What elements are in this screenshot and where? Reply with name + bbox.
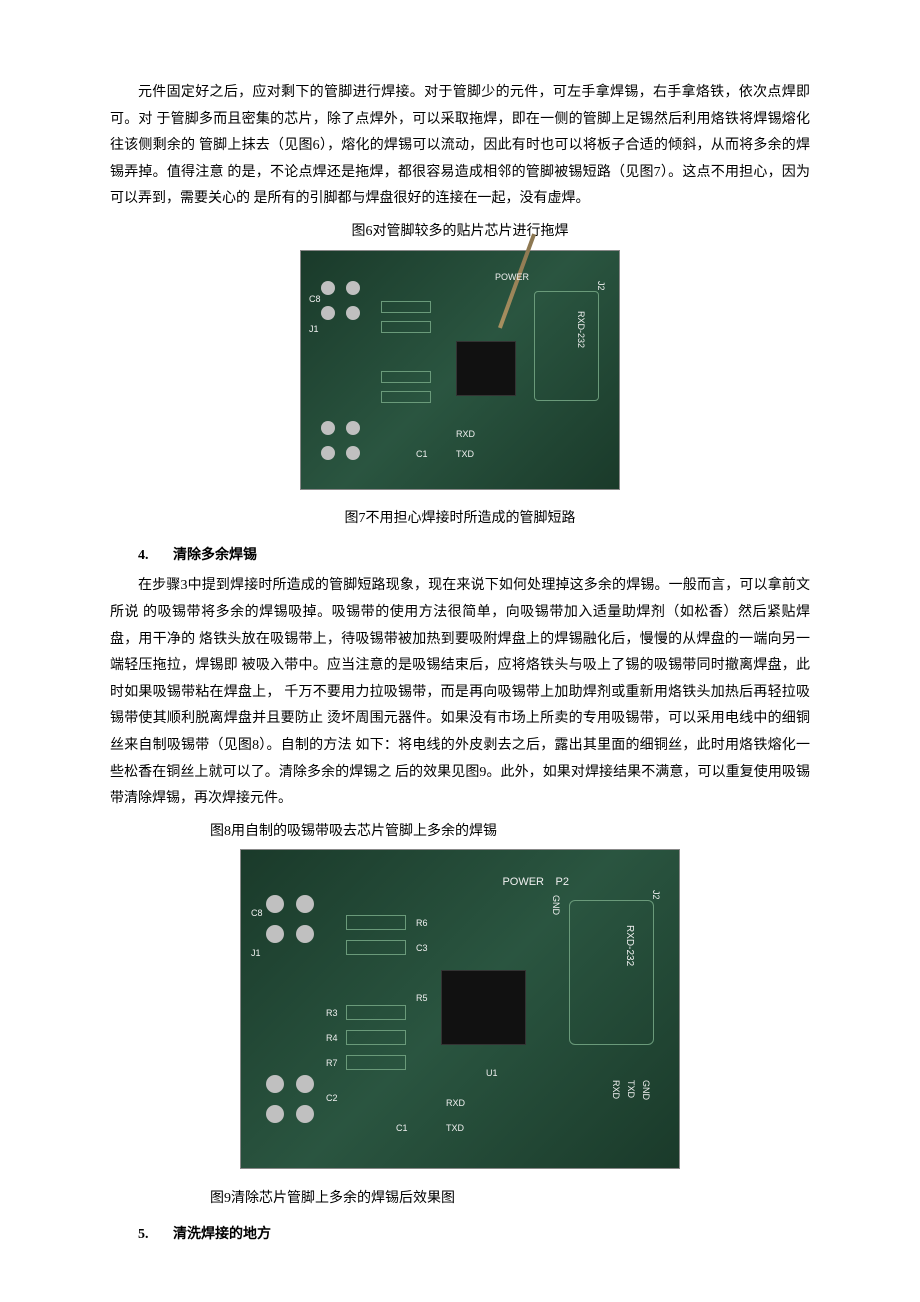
section-5-num: 5.	[138, 1222, 149, 1249]
pcb-photo-small: POWER C8 J1 C1 RXD TXD RXD-232 J2	[300, 250, 620, 490]
pcb-label-r5: R5	[416, 990, 428, 1007]
figure-6-7-image: POWER C8 J1 C1 RXD TXD RXD-232 J2	[110, 250, 810, 501]
pcb-label-j2: J2	[647, 890, 664, 900]
pcb-pad	[321, 446, 335, 460]
pcb-pad	[266, 895, 284, 913]
pcb-pad	[321, 421, 335, 435]
pcb-photo-large: POWER P2 C8 J1 R6 C3 R5 R3 R4 R7 C2 C1 U…	[240, 849, 680, 1169]
caption-fig7: 图7不用担心焊接时所造成的管脚短路	[110, 506, 810, 533]
caption-fig6: 图6对管脚较多的贴片芯片进行拖焊	[110, 219, 810, 246]
pcb-label-gnd2: GND	[637, 1080, 654, 1100]
caption-fig9: 图9清除芯片管脚上多余的焊锡后效果图	[110, 1186, 810, 1213]
pcb-label-txd: TXD	[456, 446, 474, 463]
pcb-component	[381, 301, 431, 313]
pcb-pad	[266, 925, 284, 943]
pcb-pad	[266, 1075, 284, 1093]
pcb-connector	[569, 900, 654, 1045]
pcb-pad	[296, 1075, 314, 1093]
pcb-pad	[296, 925, 314, 943]
pcb-label-r3: R3	[326, 1005, 338, 1022]
pcb-label-gnd: GND	[547, 895, 564, 915]
pcb-pad	[346, 421, 360, 435]
pcb-label-power: POWER	[502, 872, 544, 893]
pcb-chip-main	[441, 970, 526, 1045]
pcb-chip-main	[456, 341, 516, 396]
section-4-title: 清除多余焊锡	[173, 548, 257, 563]
pcb-label-rxd232: RXD-232	[620, 925, 639, 966]
section-5-title: 清洗焊接的地方	[173, 1227, 271, 1242]
section-4-num: 4.	[138, 543, 149, 570]
pcb-label-txd: TXD	[446, 1120, 464, 1137]
pcb-label-c2: C2	[326, 1090, 338, 1107]
pcb-pad	[296, 1105, 314, 1123]
paragraph-2: 在步骤3中提到焊接时所造成的管脚短路现象，现在来说下如何处理掉这多余的焊锡。一般…	[110, 573, 810, 812]
pcb-pad	[346, 306, 360, 320]
pcb-label-j1: J1	[309, 321, 319, 338]
pcb-label-r4: R4	[326, 1030, 338, 1047]
section-4-heading: 4. 清除多余焊锡	[110, 543, 810, 570]
pcb-label-c8: C8	[251, 905, 263, 922]
pcb-label-u1: U1	[486, 1065, 498, 1082]
pcb-label-r6: R6	[416, 915, 428, 932]
pcb-component	[346, 915, 406, 930]
pcb-label-p2: P2	[556, 872, 569, 893]
pcb-connector	[534, 291, 599, 401]
pcb-pad	[296, 895, 314, 913]
section-5-heading: 5. 清洗焊接的地方	[110, 1222, 810, 1249]
pcb-label-c3: C3	[416, 940, 428, 957]
pcb-label-c8: C8	[309, 291, 321, 308]
pcb-component	[381, 391, 431, 403]
pcb-component	[381, 321, 431, 333]
pcb-label-rxd232: RXD-232	[572, 311, 589, 348]
pcb-label-c1: C1	[396, 1120, 408, 1137]
pcb-pad	[346, 281, 360, 295]
pcb-pad	[321, 281, 335, 295]
pcb-component	[346, 1055, 406, 1070]
pcb-label-j2: J2	[592, 281, 609, 291]
pcb-pad	[321, 306, 335, 320]
pcb-label-power: POWER	[495, 269, 529, 286]
pcb-component	[381, 371, 431, 383]
pcb-component	[346, 1030, 406, 1045]
pcb-pad	[346, 446, 360, 460]
pcb-label-r7: R7	[326, 1055, 338, 1072]
caption-fig8: 图8用自制的吸锡带吸去芯片管脚上多余的焊锡	[110, 819, 810, 846]
pcb-label-rxd: RXD	[446, 1095, 465, 1112]
pcb-label-rxd: RXD	[456, 426, 475, 443]
pcb-label-c1: C1	[416, 446, 428, 463]
pcb-pad	[266, 1105, 284, 1123]
figure-8-9-image: POWER P2 C8 J1 R6 C3 R5 R3 R4 R7 C2 C1 U…	[110, 849, 810, 1180]
paragraph-1: 元件固定好之后，应对剩下的管脚进行焊接。对于管脚少的元件，可左手拿焊锡，右手拿烙…	[110, 80, 810, 213]
pcb-component	[346, 940, 406, 955]
pcb-label-j1: J1	[251, 945, 261, 962]
pcb-component	[346, 1005, 406, 1020]
